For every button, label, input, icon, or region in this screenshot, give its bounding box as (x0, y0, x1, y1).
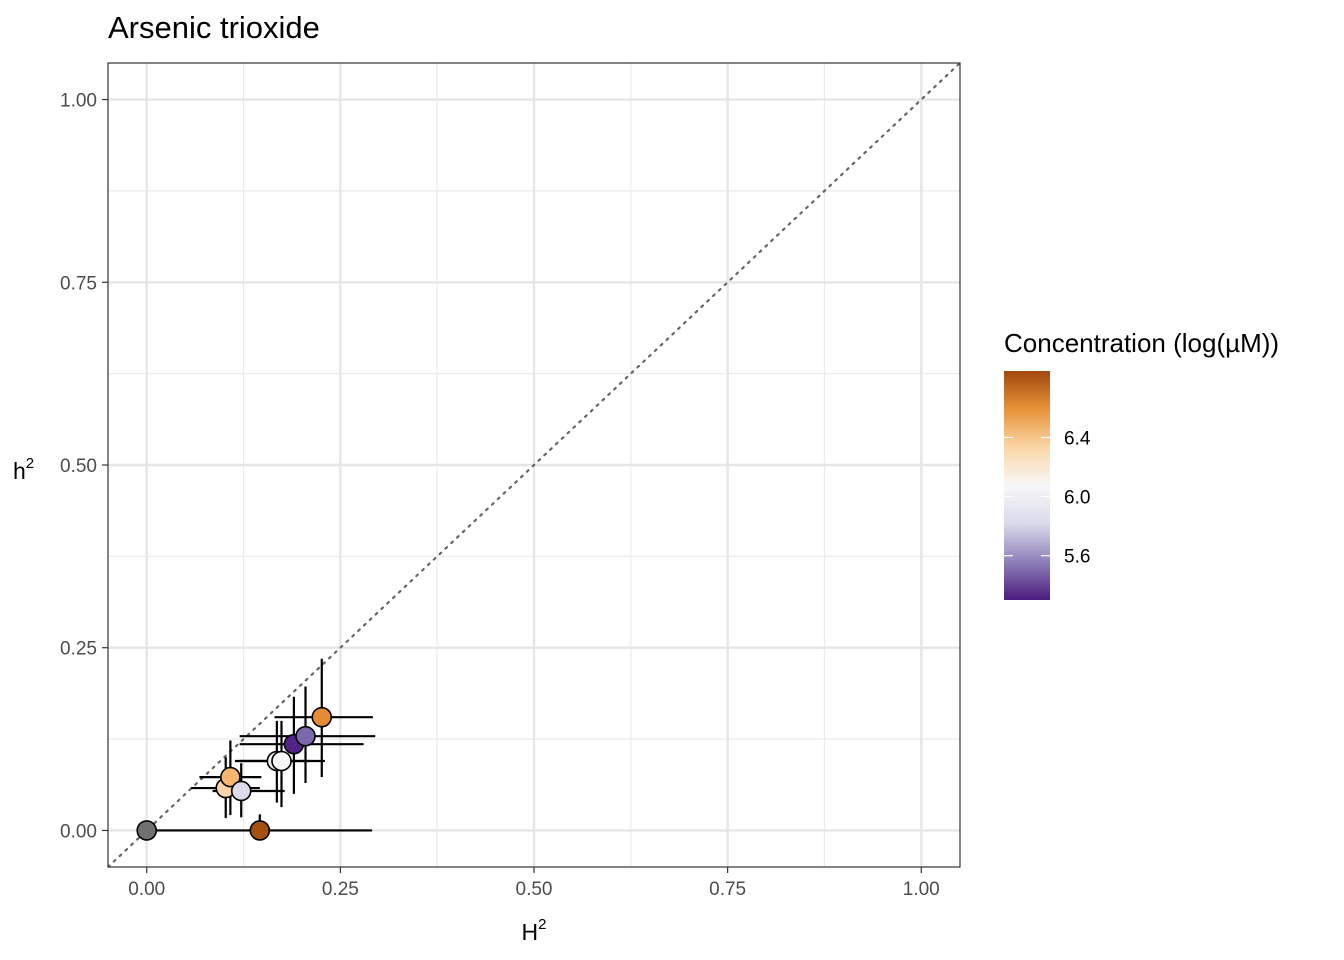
y-axis-title-main: h (13, 458, 26, 484)
y-axis-title: h2 (13, 455, 34, 484)
legend-colorbar (1004, 371, 1050, 600)
legend-tick-label: 5.6 (1064, 547, 1090, 568)
data-point (249, 820, 271, 841)
y-tick-label: 1.00 (60, 91, 97, 112)
legend-title: Concentration (log(µM)) (1004, 328, 1279, 358)
legend: Concentration (log(µM)) 5.6 6.0 6.4 (1004, 328, 1279, 600)
y-axis: 0.00 0.25 0.50 0.75 1.00 (60, 91, 108, 842)
x-axis: 0.00 0.25 0.50 0.75 1.00 (128, 867, 940, 900)
data-point (220, 766, 241, 788)
y-tick-label: 0.75 (60, 273, 97, 294)
y-tick-label: 0.50 (60, 456, 97, 477)
y-tick-label: 0.00 (60, 821, 97, 842)
y-tick-label: 0.25 (60, 639, 97, 660)
reference-line (108, 63, 960, 867)
data-point (295, 725, 316, 747)
x-tick-label: 1.00 (903, 879, 940, 900)
data-point (136, 820, 158, 841)
y-axis-title-superscript: 2 (26, 455, 34, 472)
legend-ticks: 5.6 6.0 6.4 (1004, 428, 1091, 568)
legend-tick-label: 6.4 (1064, 428, 1091, 449)
data-point (230, 780, 252, 802)
reference-line-group (108, 63, 960, 867)
data-points (136, 706, 333, 841)
data-point (271, 750, 292, 772)
x-tick-label: 0.25 (322, 879, 359, 900)
chart-title: Arsenic trioxide (108, 10, 320, 45)
x-tick-label: 0.75 (709, 879, 746, 900)
legend-tick-label: 6.0 (1064, 488, 1090, 509)
x-axis-title: H2 (522, 916, 547, 945)
x-tick-label: 0.00 (128, 879, 165, 900)
x-axis-title-superscript: 2 (538, 916, 546, 933)
x-axis-title-main: H (522, 919, 539, 945)
data-point (311, 706, 333, 728)
x-tick-label: 0.50 (516, 879, 553, 900)
